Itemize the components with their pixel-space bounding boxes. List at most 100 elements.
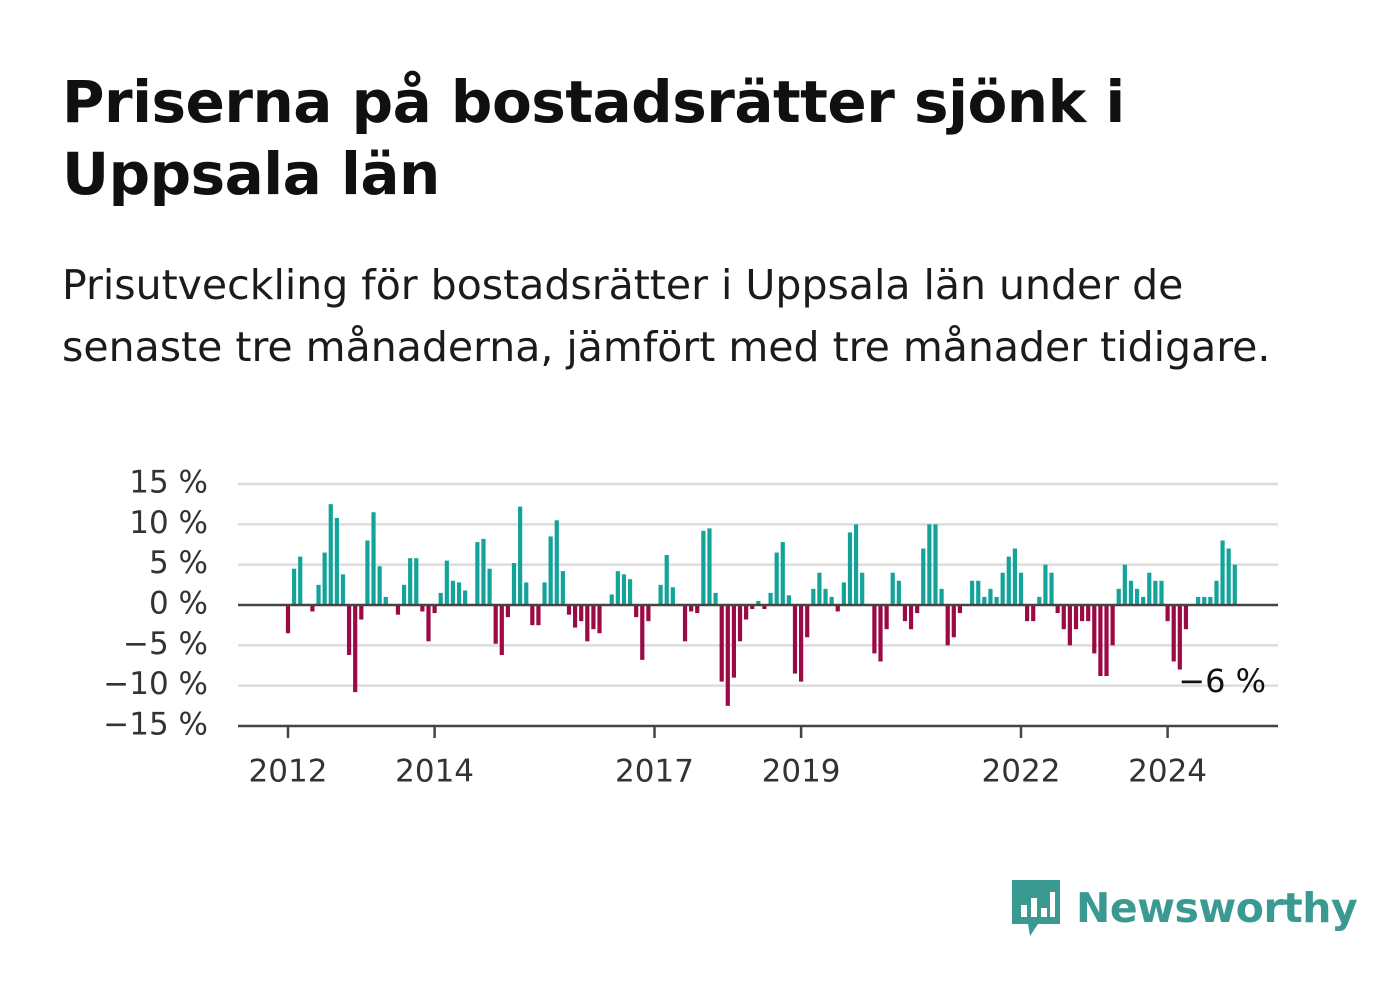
- bar: [1159, 580, 1164, 605]
- bar: [518, 506, 523, 605]
- bar: [646, 605, 651, 622]
- bar: [896, 580, 901, 605]
- bar: [811, 588, 816, 605]
- bar: [1226, 548, 1231, 605]
- bar: [1086, 605, 1091, 622]
- y-tick-label: 15 %: [129, 465, 208, 501]
- bar: [1061, 605, 1066, 630]
- bar: [933, 524, 938, 605]
- bar: [383, 596, 388, 605]
- bar: [444, 560, 449, 605]
- bar: [1006, 556, 1011, 605]
- bar: [1098, 605, 1103, 676]
- bar: [353, 605, 358, 693]
- bar: [951, 605, 956, 638]
- bar: [994, 596, 999, 605]
- chart-subtitle: Prisutveckling för bostadsrätter i Uppsa…: [62, 261, 1271, 371]
- tick-labels: 15 % 10 % 5 % 0 % −5 % −10 % −15 % 2012 2014 2017…: [103, 465, 1207, 790]
- bar: [1153, 580, 1158, 605]
- bar: [695, 605, 700, 614]
- bar: [340, 574, 346, 605]
- bar: [799, 605, 804, 682]
- bar: [1025, 605, 1030, 622]
- bar: [1214, 580, 1219, 605]
- bar: [505, 605, 510, 618]
- bar: [670, 587, 675, 605]
- bar: [1202, 596, 1207, 605]
- bar: [841, 582, 846, 605]
- bar: [365, 540, 370, 605]
- bar: [395, 605, 401, 615]
- bar: [829, 596, 834, 605]
- bar: [988, 588, 993, 605]
- y-tick-label: 5 %: [149, 545, 208, 581]
- y-tick-label: −15 %: [103, 707, 208, 743]
- bar: [621, 574, 627, 605]
- bar: [634, 605, 639, 618]
- bar: [481, 538, 486, 605]
- bar: [915, 605, 920, 614]
- bar: [780, 542, 785, 605]
- bar: [414, 558, 419, 605]
- bar: [1220, 540, 1225, 605]
- bar: [756, 600, 761, 605]
- bar: [420, 605, 425, 612]
- bar: [805, 605, 810, 638]
- x-tick-label: 2019: [762, 754, 841, 790]
- bar: [1134, 588, 1140, 605]
- bar: [536, 605, 541, 626]
- bar: [1073, 605, 1079, 630]
- bar: [1147, 572, 1152, 605]
- bar: [939, 588, 944, 605]
- bar: [292, 568, 297, 605]
- bar: [615, 571, 620, 605]
- bar: [1183, 605, 1189, 630]
- bar: [774, 552, 779, 605]
- bar: [1128, 580, 1134, 605]
- bar: [1055, 605, 1060, 614]
- bar: [1049, 572, 1054, 605]
- bar: [1141, 596, 1146, 605]
- bar: [890, 572, 895, 605]
- bar: [817, 572, 822, 605]
- bar: [902, 605, 908, 622]
- bar: [1165, 605, 1170, 622]
- last-value-annotation: −6 %: [1178, 662, 1266, 700]
- bar: [921, 548, 926, 605]
- brand-name: Newsworthy: [1076, 884, 1358, 932]
- bar: [750, 605, 755, 610]
- bar: [542, 582, 547, 605]
- bar-chart: 15 % 10 % 5 % 0 % −5 % −10 % −15 % 2012 2014 2017…: [103, 465, 1278, 790]
- bar: [1092, 605, 1097, 654]
- gridlines: [238, 482, 1278, 687]
- bar: [908, 605, 914, 630]
- bar: [768, 592, 773, 605]
- bar: [835, 605, 840, 612]
- bar: [579, 605, 584, 622]
- bar: [548, 536, 553, 605]
- bar: [487, 568, 492, 605]
- bar: [878, 605, 883, 662]
- bar: [1104, 605, 1109, 676]
- bar: [682, 605, 688, 642]
- bar: [377, 566, 382, 605]
- bar: [792, 605, 798, 674]
- bar: [334, 517, 339, 605]
- bar: [572, 605, 578, 628]
- bar: [456, 582, 462, 605]
- bar: [976, 580, 981, 605]
- bar: [408, 558, 413, 605]
- bar: [707, 528, 712, 605]
- bar: [346, 605, 352, 656]
- bar: [1122, 564, 1127, 605]
- bar: [438, 592, 443, 605]
- bar: [860, 572, 865, 605]
- bars: [285, 504, 1237, 706]
- bar: [554, 520, 559, 605]
- bar: [713, 592, 718, 605]
- bar: [499, 605, 504, 656]
- bar: [884, 605, 889, 630]
- bar: [847, 532, 853, 605]
- bar: [585, 605, 590, 642]
- bar: [1171, 605, 1176, 662]
